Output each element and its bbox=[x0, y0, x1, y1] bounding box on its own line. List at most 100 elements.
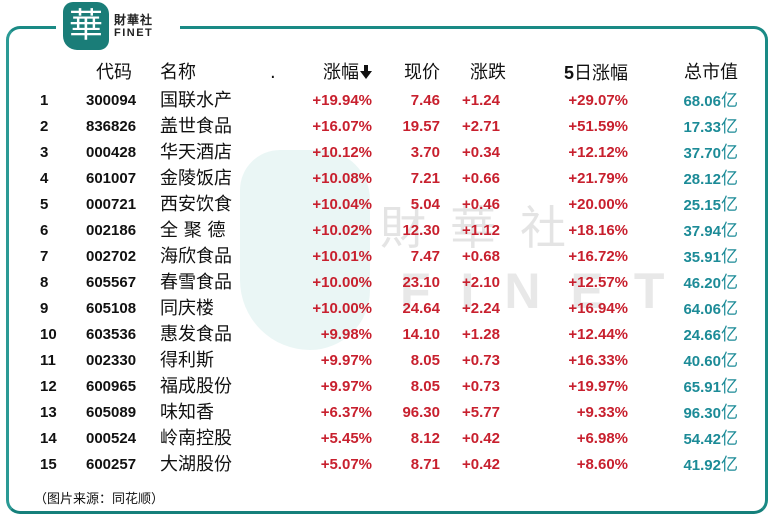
market-cap-value: 24.66 bbox=[683, 327, 721, 344]
stock-code: 000721 bbox=[86, 196, 137, 213]
change: +1.28 bbox=[462, 326, 500, 343]
header-change-pct-label: 涨幅 bbox=[323, 62, 359, 83]
change-pct: +9.97% bbox=[320, 352, 372, 369]
price: 5.04 bbox=[410, 196, 440, 213]
table-row[interactable]: 12 600965 福成股份 +9.97% 8.05 +0.73 +19.97% 65.91亿 bbox=[0, 374, 779, 400]
stock-code: 000428 bbox=[86, 144, 137, 161]
market-cap-value: 68.06 bbox=[683, 93, 721, 110]
price: 14.10 bbox=[402, 326, 440, 343]
change-pct: +5.07% bbox=[320, 456, 372, 473]
market-cap-value: 28.12 bbox=[683, 171, 721, 188]
market-cap: 64.06亿 bbox=[646, 296, 738, 323]
change: +0.68 bbox=[462, 248, 500, 265]
market-cap-unit: 亿 bbox=[721, 221, 738, 241]
header-price[interactable]: 现价 bbox=[404, 62, 440, 83]
stock-code: 000524 bbox=[86, 430, 137, 447]
watermark-en: FINET bbox=[400, 263, 695, 319]
table-row[interactable]: 4 601007 金陵饭店 +10.08% 7.21 +0.66 +21.79% 28.12亿 bbox=[0, 166, 779, 192]
row-index: 7 bbox=[40, 248, 49, 265]
header-change-pct[interactable]: 涨幅 bbox=[290, 58, 372, 88]
stock-name: 国联水产 bbox=[160, 90, 232, 111]
change-pct: +6.37% bbox=[320, 404, 372, 421]
table-row[interactable]: 11 002330 得利斯 +9.97% 8.05 +0.73 +16.33% 40.60亿 bbox=[0, 348, 779, 374]
change: +2.24 bbox=[462, 300, 500, 317]
market-cap-unit: 亿 bbox=[721, 351, 738, 371]
price: 12.30 bbox=[402, 222, 440, 239]
table-row[interactable]: 3 000428 华天酒店 +10.12% 3.70 +0.34 +12.12% 37.70亿 bbox=[0, 140, 779, 166]
price: 8.05 bbox=[410, 378, 440, 395]
row-index: 10 bbox=[40, 326, 57, 343]
header-name[interactable]: 名称 bbox=[160, 62, 196, 83]
market-cap-unit: 亿 bbox=[721, 247, 738, 267]
header-market-cap[interactable]: 总市值 bbox=[684, 62, 738, 83]
stock-code: 605089 bbox=[86, 404, 137, 421]
change-pct: +10.00% bbox=[312, 300, 372, 317]
table-row[interactable]: 13 605089 味知香 +6.37% 96.30 +5.77 +9.33% 96.30亿 bbox=[0, 400, 779, 426]
table-row[interactable]: 15 600257 大湖股份 +5.07% 8.71 +0.42 +8.60% 41.92亿 bbox=[0, 452, 779, 478]
market-cap-value: 25.15 bbox=[683, 197, 721, 214]
change: +2.71 bbox=[462, 118, 500, 135]
market-cap-unit: 亿 bbox=[721, 299, 738, 319]
brand-name-en: FINET bbox=[114, 27, 154, 39]
market-cap-unit: 亿 bbox=[721, 377, 738, 397]
stock-name: 福成股份 bbox=[160, 376, 232, 397]
row-index: 3 bbox=[40, 144, 49, 161]
row-index: 9 bbox=[40, 300, 49, 317]
market-cap-value: 35.91 bbox=[683, 249, 721, 266]
change-pct: +10.00% bbox=[312, 274, 372, 291]
price: 8.71 bbox=[410, 456, 440, 473]
table-row[interactable]: 1 300094 国联水产 +19.94% 7.46 +1.24 +29.07% 68.06亿 bbox=[0, 88, 779, 114]
table-row[interactable]: 6 002186 全 聚 德 +10.02% 12.30 +1.12 +18.16% 37.9… bbox=[0, 218, 779, 244]
stock-name: 全 聚 德 bbox=[160, 220, 226, 241]
table-row[interactable]: 5 000721 西安饮食 +10.04% 5.04 +0.46 +20.00% 25.15亿 bbox=[0, 192, 779, 218]
table-row[interactable]: 2 836826 盖世食品 +16.07% 19.57 +2.71 +51.59% 17.33… bbox=[0, 114, 779, 140]
watermark-cn: 財華社 bbox=[380, 201, 590, 255]
market-cap-unit: 亿 bbox=[721, 195, 738, 215]
change: +0.66 bbox=[462, 170, 500, 187]
change-pct: +10.04% bbox=[312, 196, 372, 213]
stock-code: 600965 bbox=[86, 378, 137, 395]
price: 8.12 bbox=[410, 430, 440, 447]
change: +0.46 bbox=[462, 196, 500, 213]
stock-name: 大湖股份 bbox=[160, 454, 232, 475]
header-change[interactable]: 涨跌 bbox=[470, 62, 506, 83]
five-day-change: +12.12% bbox=[568, 144, 628, 161]
market-cap-unit: 亿 bbox=[721, 429, 738, 449]
market-cap-unit: 亿 bbox=[721, 403, 738, 423]
image-source-note: （图片来源：同花顺） bbox=[34, 492, 165, 507]
stock-code: 002330 bbox=[86, 352, 137, 369]
change-pct: +10.12% bbox=[312, 144, 372, 161]
table-row[interactable]: 10 603536 惠发食品 +9.98% 14.10 +1.28 +12.44% 24.66… bbox=[0, 322, 779, 348]
stock-code: 836826 bbox=[86, 118, 137, 135]
change: +2.10 bbox=[462, 274, 500, 291]
stock-name: 得利斯 bbox=[160, 350, 214, 371]
table-row[interactable]: 14 000524 岭南控股 +5.45% 8.12 +0.42 +6.98% 54.42亿 bbox=[0, 426, 779, 452]
stock-code: 002186 bbox=[86, 222, 137, 239]
row-index: 11 bbox=[40, 352, 56, 369]
change-pct: +10.01% bbox=[312, 248, 372, 265]
market-cap: 37.94亿 bbox=[646, 218, 738, 245]
market-cap-unit: 亿 bbox=[721, 455, 738, 475]
change-pct: +5.45% bbox=[320, 430, 372, 447]
market-cap: 65.91亿 bbox=[646, 374, 738, 401]
table-row[interactable]: 8 605567 春雪食品 +10.00% 23.10 +2.10 +12.57% 46.20… bbox=[0, 270, 779, 296]
header-five-day[interactable]: 5日涨幅 bbox=[536, 58, 628, 89]
stock-name: 海欣食品 bbox=[160, 246, 232, 267]
price: 3.70 bbox=[410, 144, 440, 161]
change: +1.24 bbox=[462, 92, 500, 109]
price: 7.46 bbox=[410, 92, 440, 109]
change: +5.77 bbox=[462, 404, 500, 421]
table-row[interactable]: 7 002702 海欣食品 +10.01% 7.47 +0.68 +16.72% 35.91亿 bbox=[0, 244, 779, 270]
header-code[interactable]: 代码 bbox=[96, 62, 132, 83]
card-frame bbox=[6, 26, 768, 514]
header-five-day-digit: 5 bbox=[563, 63, 574, 83]
market-cap-unit: 亿 bbox=[721, 143, 738, 163]
arrow-down-icon bbox=[360, 65, 372, 79]
brand-name-cn: 財華社 bbox=[114, 13, 154, 27]
change: +0.42 bbox=[462, 456, 500, 473]
table-row[interactable]: 9 605108 同庆楼 +10.00% 24.64 +2.24 +16.94% 64.06亿 bbox=[0, 296, 779, 322]
stock-table: 代码 名称 . 涨幅 现价 涨跌 5日涨幅 总市值 1 300094 国联水产 +19… bbox=[0, 58, 779, 478]
row-index: 8 bbox=[40, 274, 49, 291]
finet-logo-icon: 華 bbox=[63, 2, 109, 50]
brand-wordmark: 財華社 FINET bbox=[114, 14, 153, 39]
